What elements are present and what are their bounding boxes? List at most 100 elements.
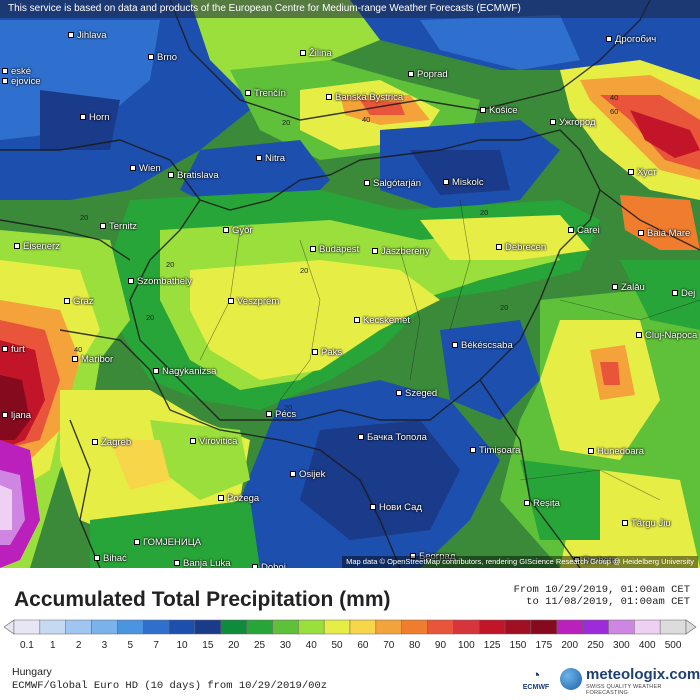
city-name: Pécs: [275, 409, 297, 420]
city-marker-icon: [370, 504, 376, 511]
legend-swatch: [272, 619, 299, 635]
isoline-value: 20: [480, 208, 489, 217]
city-name: Дрогобич: [615, 34, 657, 45]
meteologix-logo[interactable]: meteologix.com SWISS QUALITY WEATHER FOR…: [560, 666, 700, 698]
legend-label: 100: [458, 640, 475, 651]
legend-label: 500: [665, 640, 682, 651]
city-name: Győr: [232, 225, 253, 236]
city-name: Osijek: [299, 469, 326, 480]
isoline-value: 20: [500, 303, 509, 312]
city-marker-icon: [326, 94, 332, 101]
forecast-period: From 10/29/2019, 01:00am CET to 11/08/20…: [514, 584, 690, 608]
isoline-value: 20: [282, 118, 291, 127]
legend-swatch: [142, 619, 170, 635]
city-marker-icon: [290, 471, 296, 478]
city-label: Carei: [568, 225, 600, 236]
legend-label: 30: [280, 640, 292, 651]
city-label: Jászberény: [372, 246, 430, 257]
legend-swatch: [478, 619, 506, 635]
legend-swatch: [608, 619, 635, 635]
city-label: Békéscsaba: [452, 340, 513, 351]
legend-label: 15: [202, 640, 214, 651]
city-label: Žilina: [300, 48, 332, 59]
city-name: Virovitica: [199, 436, 238, 447]
city-name: Zalău: [621, 282, 645, 293]
city-label: Budapest: [310, 244, 359, 255]
city-name: Paks: [321, 347, 343, 358]
city-marker-icon: [524, 500, 530, 507]
isoline-value: 60: [610, 107, 619, 116]
city-name: Miskolc: [452, 177, 484, 188]
city-name: Drobeta: [583, 555, 617, 566]
city-name: Београд: [419, 551, 456, 562]
city-label: Osijek: [290, 469, 325, 480]
city-label: Hunedoara: [588, 446, 644, 457]
city-marker-icon: [174, 560, 180, 567]
city-label: Banja Luka: [174, 558, 231, 568]
ecmwf-logo: ◔ ECMWF: [518, 668, 554, 698]
city-marker-icon: [2, 346, 8, 353]
legend-label: 7: [153, 640, 159, 651]
legend-swatch: [375, 619, 402, 635]
legend-label: 70: [383, 640, 395, 651]
city-label: Ternitz: [100, 221, 137, 232]
city-marker-icon: [638, 230, 644, 237]
city-marker-icon: [550, 119, 556, 126]
info-panel: Accumulated Total Precipitation (mm) Fro…: [0, 568, 700, 700]
legend-label: 20: [228, 640, 240, 651]
city-marker-icon: [354, 317, 360, 324]
legend-label: 1: [50, 640, 56, 651]
legend-swatch: [168, 619, 196, 635]
isoline-value: 20: [166, 260, 175, 269]
city-label: Zagreb: [92, 437, 131, 448]
city-label: Dej: [672, 288, 695, 299]
city-label: Дрогобич: [606, 34, 656, 45]
city-name: Eisenerz: [23, 241, 60, 252]
meteologix-tagline: SWISS QUALITY WEATHER FORECASTING: [586, 684, 662, 696]
legend-label: 5: [128, 640, 134, 651]
city-marker-icon: [128, 278, 134, 285]
city-name: Brno: [157, 52, 178, 63]
city-name: Cluj-Napoca: [645, 330, 698, 341]
isoline-value: 40: [74, 345, 83, 354]
city-name: Banská Bystrica: [335, 92, 404, 103]
city-label: Bratislava: [168, 170, 219, 181]
legend-label: 90: [435, 640, 447, 651]
city-marker-icon: [245, 90, 251, 97]
city-label: furt: [2, 344, 25, 355]
isoline-value: 20: [80, 213, 89, 222]
city-marker-icon: [574, 557, 580, 564]
map[interactable]: Jihlava Brno Žilina Poprad Дрогобич Trenčín Ba…: [0, 0, 700, 568]
city-name: Хуст: [637, 167, 657, 178]
legend-label: 2: [76, 640, 82, 651]
city-name: Timișoara: [479, 445, 521, 456]
city-label: Nitra: [256, 153, 285, 164]
city-label: ljana: [2, 410, 31, 421]
city-label: Eisenerz: [14, 241, 60, 252]
city-marker-icon: [568, 227, 574, 234]
city-marker-icon: [223, 227, 229, 234]
legend-arrow-right: [685, 619, 697, 635]
city-marker-icon: [2, 78, 8, 85]
legend-swatch: [504, 619, 532, 635]
meteologix-name: meteologix.com: [586, 666, 700, 683]
city-name: Požega: [227, 493, 260, 504]
period-from: From 10/29/2019, 01:00am CET: [513, 584, 690, 596]
legend-swatch: [91, 619, 118, 635]
city-name: Carei: [577, 225, 600, 236]
city-marker-icon: [148, 54, 154, 61]
legend-arrow-left: [3, 619, 15, 635]
city-marker-icon: [628, 169, 634, 176]
city-marker-icon: [68, 32, 74, 39]
city-label: Târgu Jiu: [622, 518, 671, 529]
city-name: Nagykanizsa: [162, 366, 217, 377]
city-marker-icon: [2, 412, 8, 419]
city-marker-icon: [612, 284, 618, 291]
city-name: Banja Luka: [183, 558, 231, 568]
city-marker-icon: [266, 411, 272, 418]
city-label: Horn: [80, 112, 110, 123]
city-label: eské: [2, 66, 31, 77]
map-attribution[interactable]: Map data © OpenStreetMap contributors, r…: [342, 556, 698, 568]
model-info: ECMWF/Global Euro HD (10 days) from 10/2…: [12, 680, 328, 692]
city-name: Reșița: [533, 498, 560, 509]
